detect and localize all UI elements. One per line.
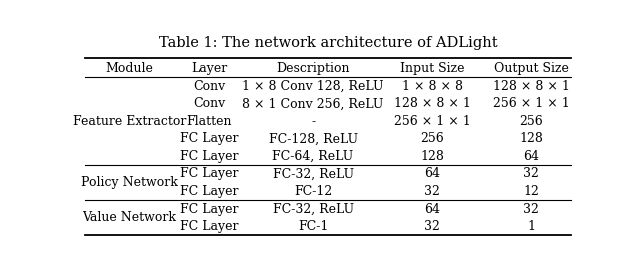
Text: 128 × 8 × 1: 128 × 8 × 1 — [493, 80, 570, 93]
Text: Module: Module — [106, 62, 154, 75]
Text: FC-32, ReLU: FC-32, ReLU — [273, 203, 354, 216]
Text: 8 × 1 Conv 256, ReLU: 8 × 1 Conv 256, ReLU — [243, 97, 384, 110]
Text: 12: 12 — [524, 185, 540, 198]
Text: 32: 32 — [524, 203, 540, 216]
Text: FC Layer: FC Layer — [180, 220, 238, 233]
Text: 1 × 8 × 8: 1 × 8 × 8 — [402, 80, 463, 93]
Text: 256 × 1 × 1: 256 × 1 × 1 — [493, 97, 570, 110]
Text: 32: 32 — [524, 168, 540, 180]
Text: FC Layer: FC Layer — [180, 203, 238, 216]
Text: 32: 32 — [424, 185, 440, 198]
Text: Output Size: Output Size — [494, 62, 569, 75]
Text: -: - — [311, 115, 315, 128]
Text: 256 × 1 × 1: 256 × 1 × 1 — [394, 115, 470, 128]
Text: 256: 256 — [420, 132, 444, 145]
Text: Conv: Conv — [193, 97, 225, 110]
Text: Table 1: The network architecture of ADLight: Table 1: The network architecture of ADL… — [159, 36, 497, 50]
Text: 1: 1 — [527, 220, 535, 233]
Text: FC Layer: FC Layer — [180, 150, 238, 163]
Text: Feature Extractor: Feature Extractor — [73, 115, 186, 128]
Text: FC-12: FC-12 — [294, 185, 332, 198]
Text: Conv: Conv — [193, 80, 225, 93]
Text: 256: 256 — [520, 115, 543, 128]
Text: 64: 64 — [524, 150, 540, 163]
Text: 64: 64 — [424, 168, 440, 180]
Text: Input Size: Input Size — [400, 62, 465, 75]
Text: FC Layer: FC Layer — [180, 168, 238, 180]
Text: FC Layer: FC Layer — [180, 132, 238, 145]
Text: Description: Description — [276, 62, 350, 75]
Text: FC-64, ReLU: FC-64, ReLU — [273, 150, 354, 163]
Text: 128: 128 — [520, 132, 543, 145]
Text: FC-128, ReLU: FC-128, ReLU — [269, 132, 358, 145]
Text: FC-1: FC-1 — [298, 220, 328, 233]
Text: FC-32, ReLU: FC-32, ReLU — [273, 168, 354, 180]
Text: 32: 32 — [424, 220, 440, 233]
Text: Policy Network: Policy Network — [81, 176, 178, 189]
Text: Layer: Layer — [191, 62, 227, 75]
Text: Value Network: Value Network — [83, 211, 177, 224]
Text: 64: 64 — [424, 203, 440, 216]
Text: Flatten: Flatten — [186, 115, 232, 128]
Text: 128: 128 — [420, 150, 444, 163]
Text: 1 × 8 Conv 128, ReLU: 1 × 8 Conv 128, ReLU — [243, 80, 384, 93]
Text: FC Layer: FC Layer — [180, 185, 238, 198]
Text: 128 × 8 × 1: 128 × 8 × 1 — [394, 97, 470, 110]
